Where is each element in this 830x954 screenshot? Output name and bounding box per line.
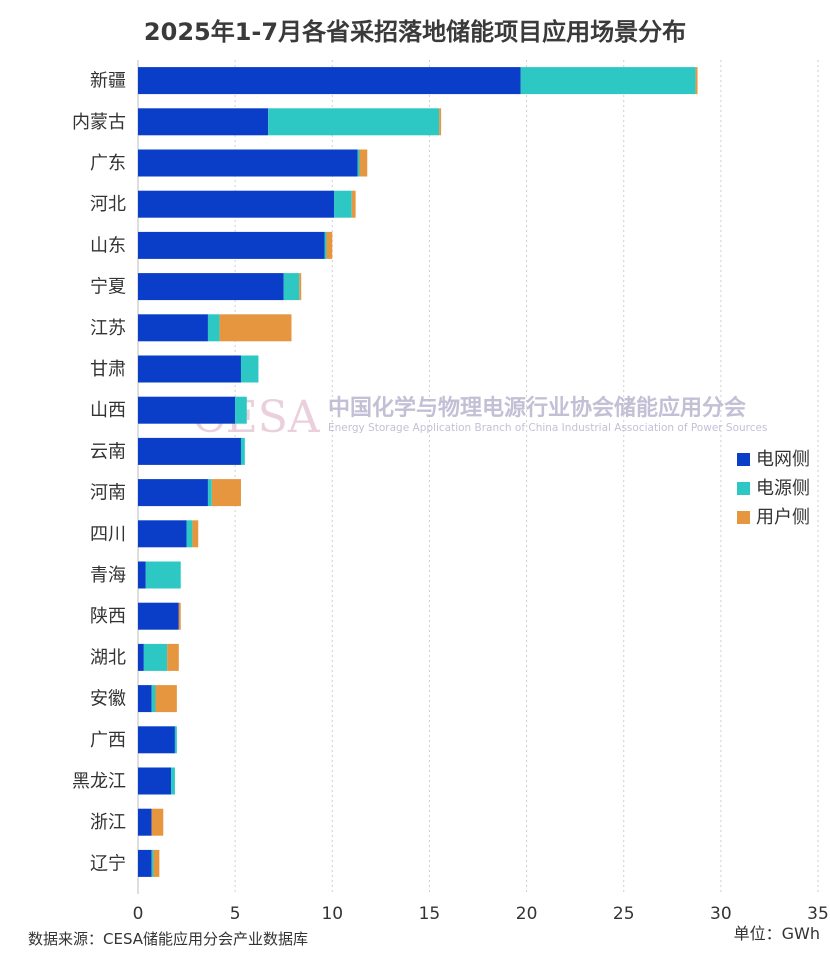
x-tick-label: 25 bbox=[613, 904, 635, 924]
bar-segment-2 bbox=[192, 520, 199, 548]
bar-segment-1 bbox=[207, 314, 220, 342]
bar-segment-0 bbox=[138, 231, 325, 259]
bar-segment-2 bbox=[351, 190, 356, 218]
watermark-name: 中国化学与物理电源行业协会储能应用分会 bbox=[328, 395, 746, 421]
bar-segment-0 bbox=[138, 355, 241, 383]
legend-swatch-1 bbox=[737, 482, 750, 495]
bar-segment-0 bbox=[138, 561, 146, 589]
bar-segment-0 bbox=[138, 849, 152, 877]
x-tick-label: 10 bbox=[321, 904, 343, 924]
bar-segment-2 bbox=[359, 149, 368, 177]
category-label: 甘肃 bbox=[90, 359, 126, 380]
bar-segment-1 bbox=[334, 190, 352, 218]
chart-title: 2025年1-7月各省采招落地储能项目应用场景分布 bbox=[143, 18, 687, 46]
category-label: 湖北 bbox=[90, 647, 126, 668]
bar-segment-0 bbox=[138, 520, 187, 548]
category-label: 辽宁 bbox=[90, 853, 126, 874]
category-label: 内蒙古 bbox=[72, 112, 126, 133]
bar-segment-1 bbox=[186, 520, 193, 548]
category-label: 四川 bbox=[90, 524, 126, 545]
bar-segment-2 bbox=[211, 479, 241, 507]
bar-segment-2 bbox=[167, 643, 179, 671]
bar-segment-0 bbox=[138, 437, 241, 465]
bar-segment-0 bbox=[138, 643, 144, 671]
bar-segment-0 bbox=[138, 726, 175, 754]
source-note: 数据来源：CESA储能应用分会产业数据库 bbox=[28, 930, 309, 948]
bar-segment-1 bbox=[324, 231, 327, 259]
category-label: 广东 bbox=[90, 153, 126, 174]
x-tick-label: 0 bbox=[133, 904, 144, 924]
bar-segment-1 bbox=[520, 67, 696, 95]
bar-segment-1 bbox=[174, 726, 177, 754]
bar-segment-1 bbox=[235, 396, 247, 424]
unit-note: 单位：GWh bbox=[733, 924, 820, 943]
legend-swatch-2 bbox=[737, 511, 750, 524]
bar-segment-2 bbox=[153, 849, 160, 877]
x-tick-labels: 0 5 10 15 20 25 30 35 bbox=[133, 904, 829, 924]
category-label: 山西 bbox=[90, 400, 126, 421]
bar-segment-0 bbox=[138, 685, 152, 713]
category-label: 新疆 bbox=[90, 71, 126, 92]
bar-segment-0 bbox=[138, 273, 284, 301]
bar-segment-1 bbox=[151, 685, 156, 713]
legend-label-2: 用户侧 bbox=[756, 507, 810, 528]
category-label: 陕西 bbox=[90, 606, 126, 627]
bar-segment-1 bbox=[145, 561, 181, 589]
category-label: 安徽 bbox=[90, 689, 126, 710]
x-tick-label: 20 bbox=[516, 904, 538, 924]
watermark: CESA 中国化学与物理电源行业协会储能应用分会 Energy Storage … bbox=[192, 392, 767, 443]
legend-swatch-0 bbox=[737, 453, 750, 466]
bar-segment-1 bbox=[357, 149, 360, 177]
category-label: 云南 bbox=[90, 441, 126, 462]
bar-segment-2 bbox=[155, 685, 177, 713]
category-label: 青海 bbox=[90, 565, 126, 586]
category-label: 浙江 bbox=[90, 812, 126, 833]
gridlines bbox=[137, 60, 819, 894]
category-label: 江苏 bbox=[90, 318, 126, 339]
bar-segment-0 bbox=[138, 602, 179, 630]
bar-segment-1 bbox=[171, 767, 175, 795]
bar-segment-1 bbox=[207, 479, 212, 507]
category-labels: 新疆内蒙古广东河北山东宁夏江苏甘肃山西云南河南四川青海陕西湖北安徽广西黑龙江浙江… bbox=[72, 71, 126, 875]
x-tick-label: 35 bbox=[807, 904, 829, 924]
bar-segment-1 bbox=[240, 437, 245, 465]
legend-label-0: 电网侧 bbox=[756, 449, 810, 470]
bar-segment-0 bbox=[138, 479, 208, 507]
bar-segment-2 bbox=[178, 602, 181, 630]
category-label: 宁夏 bbox=[90, 277, 126, 298]
legend-label-1: 电源侧 bbox=[756, 478, 810, 499]
x-tick-label: 15 bbox=[419, 904, 441, 924]
category-label: 河南 bbox=[90, 483, 126, 504]
category-label: 河北 bbox=[90, 194, 126, 215]
bar-segment-2 bbox=[151, 808, 164, 836]
bar-segment-1 bbox=[268, 108, 440, 136]
bar-segment-0 bbox=[138, 808, 152, 836]
watermark-name-en: Energy Storage Application Branch of Chi… bbox=[328, 422, 767, 434]
bar-segment-0 bbox=[138, 767, 172, 795]
bar-segment-1 bbox=[151, 849, 154, 877]
bar-segment-0 bbox=[138, 149, 358, 177]
bar-segment-2 bbox=[219, 314, 292, 342]
category-label: 广西 bbox=[90, 730, 126, 751]
bar-segment-0 bbox=[138, 190, 335, 218]
bar-segment-1 bbox=[283, 273, 300, 301]
bar-segment-1 bbox=[143, 643, 168, 671]
bar-segment-2 bbox=[299, 273, 302, 301]
bar-segment-0 bbox=[138, 314, 208, 342]
bar-segment-0 bbox=[138, 108, 269, 136]
bar-segment-2 bbox=[439, 108, 442, 136]
bar-segment-2 bbox=[695, 67, 698, 95]
x-tick-label: 30 bbox=[710, 904, 732, 924]
bar-segment-0 bbox=[138, 67, 521, 95]
category-label: 山东 bbox=[90, 235, 126, 256]
bars bbox=[138, 67, 698, 877]
category-label: 黑龙江 bbox=[72, 771, 126, 792]
bar-segment-0 bbox=[138, 396, 236, 424]
x-tick-label: 5 bbox=[230, 904, 241, 924]
bar-segment-1 bbox=[240, 355, 259, 383]
bar-segment-2 bbox=[326, 231, 333, 259]
